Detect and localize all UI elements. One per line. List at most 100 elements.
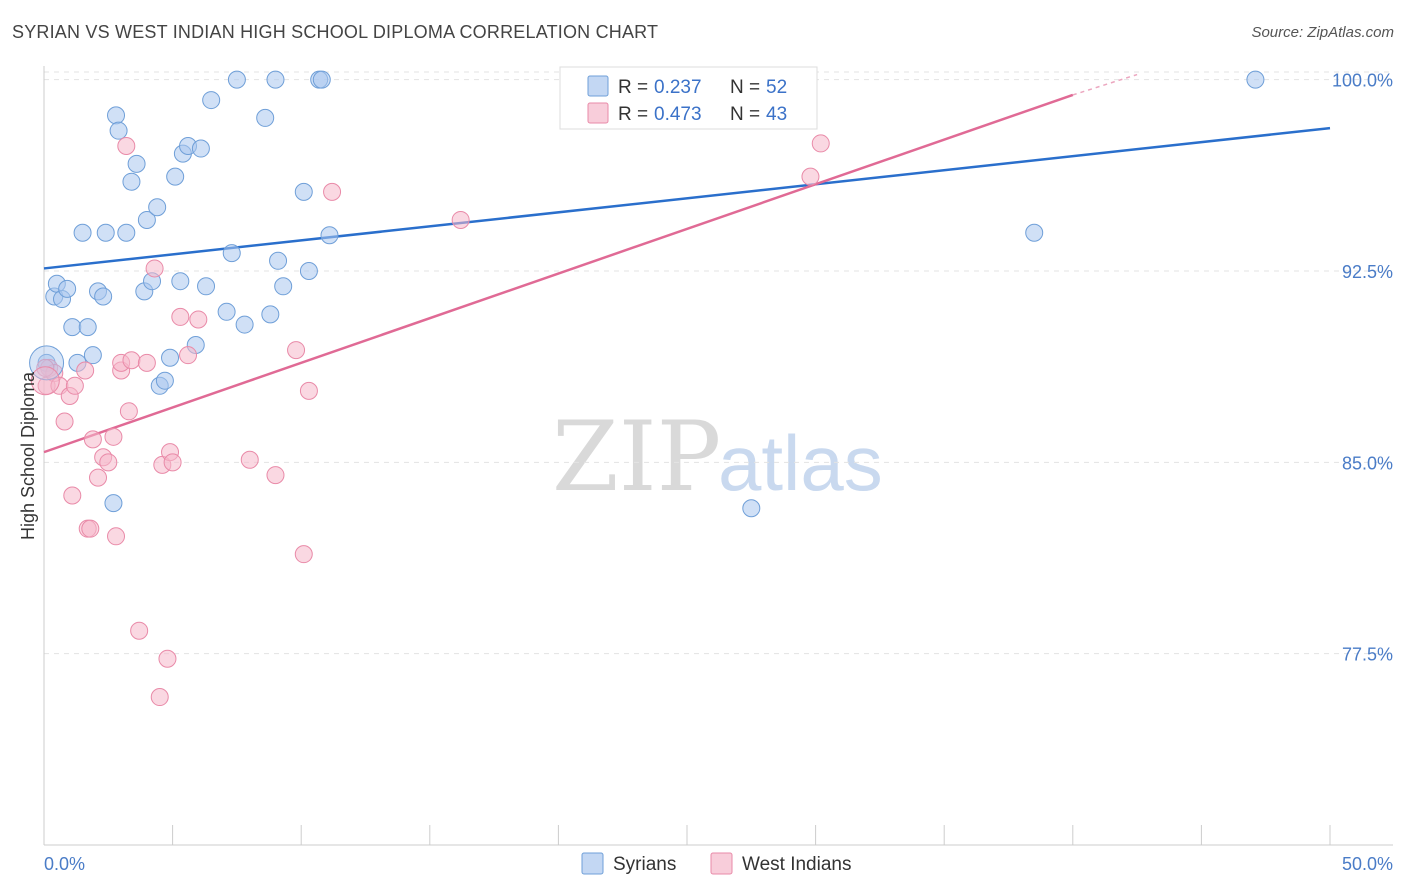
legend-label-syrians: Syrians (613, 854, 676, 875)
syrian-point (94, 287, 113, 306)
syrian-point (83, 346, 102, 365)
west-indian-point (179, 346, 198, 365)
syrian-point (137, 210, 156, 229)
syrian-point (256, 108, 275, 127)
west-indian-point (811, 134, 830, 153)
west-indian-point (83, 430, 102, 449)
west-indian-point (107, 527, 126, 546)
syrian-point (104, 494, 123, 513)
west-indian-point (117, 136, 136, 155)
west-indian-point (76, 361, 95, 380)
west-indian-point (130, 621, 149, 640)
series-legend: Syrians West Indians (581, 852, 851, 875)
legend-n-value-syrians: 52 (766, 77, 787, 98)
syrian-point (73, 223, 92, 242)
legend-label-west-indians: West Indians (742, 854, 851, 875)
legend-swatch-west-indians-bottom (710, 852, 733, 875)
west-indian-point (287, 341, 306, 360)
west-indian-point (323, 182, 342, 201)
west-indian-point (171, 307, 190, 326)
legend-n-label: N = (730, 104, 760, 125)
syrian-point (161, 348, 180, 367)
syrian-point (122, 172, 141, 191)
syrian-point (63, 318, 82, 337)
west-indian-point-large (30, 366, 60, 396)
west-indian-point (81, 519, 100, 538)
west-indian-point (163, 453, 182, 472)
legend-n-label: N = (730, 77, 760, 98)
west-indian-point (451, 210, 470, 229)
syrian-point (109, 121, 128, 140)
legend-r-label: R = (618, 104, 648, 125)
syrian-point (117, 223, 136, 242)
syrian-point (78, 318, 97, 337)
syrian-point (1246, 70, 1265, 89)
grid-lines (44, 71, 1393, 655)
y-axis-label: High School Diploma (18, 371, 38, 540)
syrian-point (166, 167, 185, 186)
chart-title: SYRIAN VS WEST INDIAN HIGH SCHOOL DIPLOM… (12, 22, 659, 42)
watermark-atlas: atlas (718, 419, 883, 507)
legend-swatch-syrians-bottom (581, 852, 604, 875)
syrian-point (197, 277, 216, 296)
syrian-point (294, 182, 313, 201)
west-indian-point (158, 649, 177, 668)
west-indian-point (63, 486, 82, 505)
correlation-legend: R = 0.237 N = 52 R = 0.473 N = 43 (559, 66, 818, 130)
west-indian-point (99, 453, 118, 472)
syrian-point (742, 499, 761, 518)
syrian-point (320, 226, 339, 245)
syrian-point (58, 279, 77, 298)
syrian-point (227, 70, 246, 89)
west-indian-point (89, 468, 108, 487)
syrian-point (202, 91, 221, 110)
syrian-point (222, 244, 241, 263)
data-points (29, 70, 1265, 707)
syrian-point (235, 315, 254, 334)
syrian-point (148, 198, 167, 217)
trend-lines (43, 73, 1331, 454)
x-tick-label-min: 0.0% (44, 854, 85, 874)
syrian-point (299, 261, 318, 280)
west-indian-point (145, 259, 164, 278)
syrian-point (127, 154, 146, 173)
legend-swatch-syrians (587, 75, 609, 97)
watermark-zip: ZIP (552, 401, 721, 513)
syrian-point (266, 70, 285, 89)
syrian-point (171, 272, 190, 291)
syrian-point (312, 70, 331, 89)
west-indian-point (65, 376, 84, 395)
legend-n-value-west-indians: 43 (766, 104, 787, 125)
west-indian-point (266, 466, 285, 485)
west-indian-point (240, 450, 259, 469)
y-tick-label: 100.0% (1332, 71, 1393, 91)
source-note: Source: ZipAtlas.com (1251, 24, 1394, 41)
legend-swatch-west-indians (587, 102, 609, 124)
syrian-point (274, 277, 293, 296)
west-indian-point (189, 310, 208, 329)
west-indians-trend-line (43, 93, 1074, 454)
syrians-trend-line (43, 126, 1331, 270)
syrian-point (191, 139, 210, 158)
y-tick-label: 85.0% (1342, 453, 1393, 473)
syrian-point (96, 223, 115, 242)
syrian-point (155, 371, 174, 390)
west-indian-point (122, 351, 141, 370)
west-indian-point (137, 353, 156, 372)
west-indian-point (801, 167, 820, 186)
west-indian-point (150, 688, 169, 707)
syrian-point (269, 251, 288, 270)
west-indian-point (104, 427, 123, 446)
west-indian-point (299, 381, 318, 400)
syrian-point (261, 305, 280, 324)
y-tick-label: 77.5% (1342, 645, 1393, 665)
west-indian-point (36, 358, 55, 377)
syrian-point (217, 302, 236, 321)
west-indian-point (294, 545, 313, 564)
x-tick-label-max: 50.0% (1342, 854, 1393, 874)
legend-r-label: R = (618, 77, 648, 98)
syrian-point (107, 106, 126, 125)
axes (43, 66, 1393, 846)
west-indian-point (119, 402, 138, 421)
